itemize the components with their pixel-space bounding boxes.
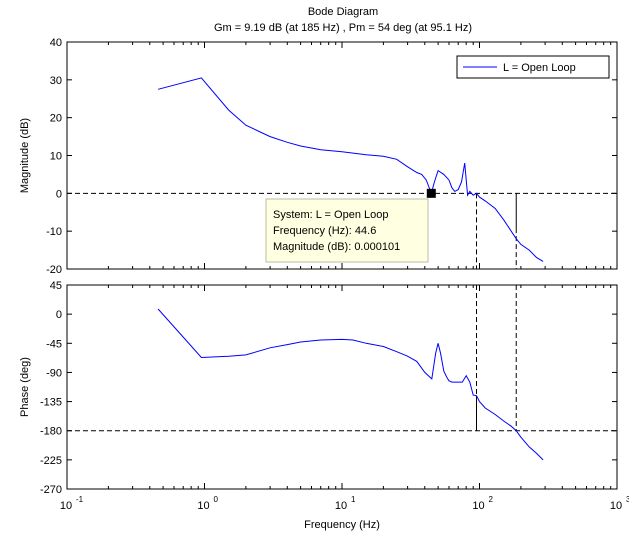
x-tick-label: 10 [197, 500, 209, 512]
x-tick-label: 10 [60, 500, 72, 512]
x-tick-exponent: 2 [489, 495, 494, 504]
x-tick-label: 10 [472, 500, 484, 512]
datatip-line-system: System: L = Open Loop [273, 209, 388, 221]
phase-tick-label: -180 [40, 426, 62, 438]
x-tick-label: 10 [335, 500, 347, 512]
legend-box [456, 55, 610, 79]
x-tick-exponent: 1 [351, 495, 356, 504]
magnitude-series-line[interactable] [157, 77, 544, 262]
phase-plot-area [66, 284, 618, 490]
phase-series-line[interactable] [157, 308, 544, 461]
phase-tick-label: -90 [46, 367, 62, 379]
phase-margin-lines [475, 285, 517, 431]
phase-tick-label: -45 [46, 338, 62, 350]
magnitude-tick-label: 10 [50, 151, 62, 163]
magnitude-tick-label: 0 [56, 188, 62, 200]
magnitude-tick-label: -10 [46, 226, 62, 238]
datatip-line-frequency: Frequency (Hz): 44.6 [273, 225, 376, 237]
chart-title: Bode Diagram [308, 6, 378, 18]
magnitude-margin-lines [475, 193, 517, 269]
magnitude-tick-label: 30 [50, 75, 62, 87]
phase-tick-label: -135 [40, 397, 62, 409]
magnitude-ylabel: Magnitude (dB) [19, 118, 31, 193]
phase-tick-label: -270 [40, 484, 62, 496]
datatip-box [265, 198, 429, 263]
phase-tick-label: 45 [50, 280, 62, 292]
phase-ticks: -270 -225 -180 -135 -90 -45 0 45 [40, 280, 617, 496]
phase-ylabel: Phase (deg) [19, 357, 31, 417]
legend[interactable]: L = Open Loop [456, 55, 610, 79]
legend-label: L = Open Loop [503, 62, 576, 74]
chart-subtitle: Gm = 9.19 dB (at 185 Hz) , Pm = 54 deg (… [214, 22, 472, 34]
x-tick-exponent: 3 [626, 495, 629, 504]
x-tick-exponent: -1 [76, 495, 84, 504]
datatip[interactable]: System: L = Open Loop Frequency (Hz): 44… [265, 188, 436, 263]
phase-tick-label: -225 [40, 455, 62, 467]
magnitude-tick-label: -20 [46, 264, 62, 276]
frequency-xlabel: Frequency (Hz) [304, 519, 380, 531]
phase-axes: -270 -225 -180 -135 -90 -45 0 45 Phase (deg) [19, 280, 618, 496]
datatip-marker[interactable] [426, 188, 436, 198]
frequency-axis-ticks: 10 -1 10 0 10 1 10 2 10 3 [60, 42, 629, 512]
phase-tick-label: 0 [56, 309, 62, 321]
datatip-line-magnitude: Magnitude (dB): 0.000101 [273, 241, 400, 253]
magnitude-tick-label: 40 [50, 37, 62, 49]
x-tick-exponent: 0 [214, 495, 219, 504]
x-tick-label: 10 [610, 500, 622, 512]
magnitude-tick-label: 20 [50, 113, 62, 125]
